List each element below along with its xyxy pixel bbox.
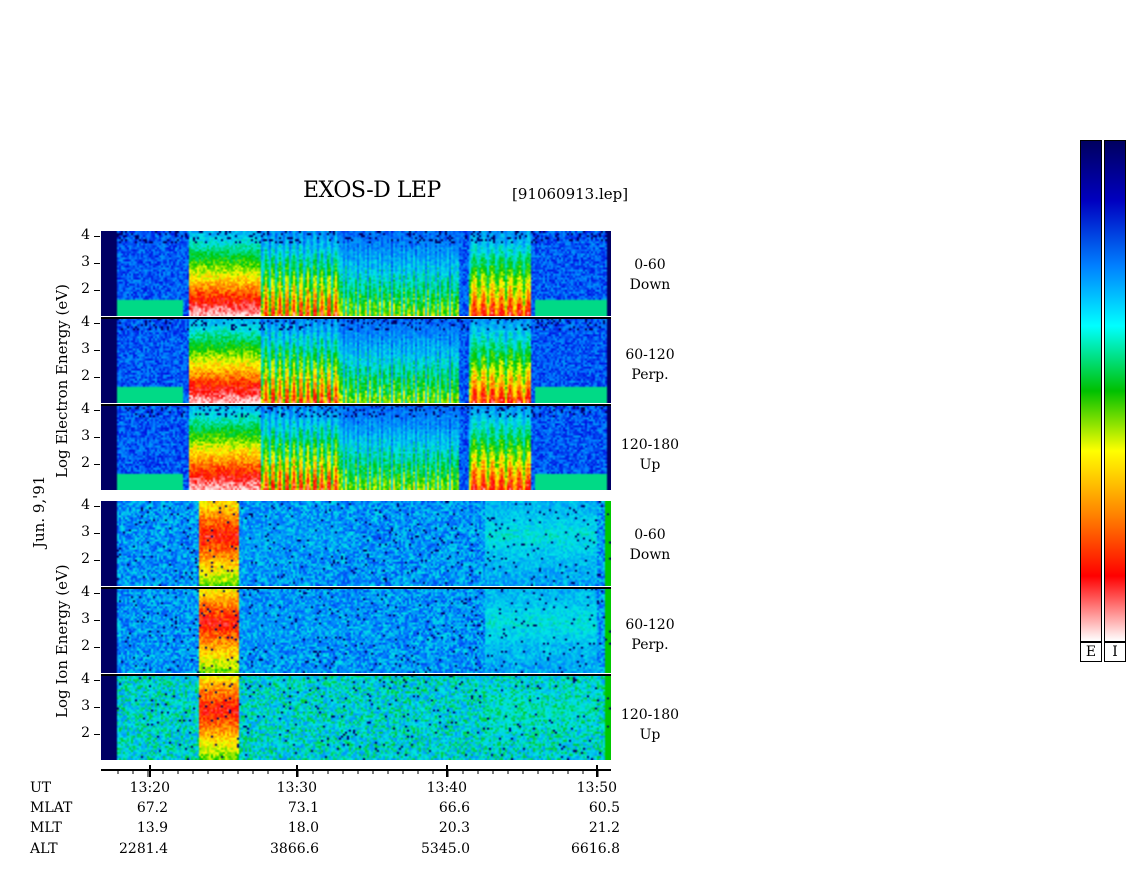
chart-title: EXOS-D LEP bbox=[303, 178, 441, 203]
ephemeris-value-alt: 3866.6 bbox=[270, 841, 319, 857]
ephemeris-value-mlt: 20.3 bbox=[438, 820, 470, 836]
y-tick-mark bbox=[94, 680, 100, 681]
y-tick-mark bbox=[94, 263, 100, 264]
ion-y-axis-label: Log Ion Energy (eV) bbox=[53, 564, 71, 718]
y-tick-label: 2 bbox=[81, 455, 90, 471]
ephemeris-value-mlat: 60.5 bbox=[588, 800, 620, 816]
ephemeris-value-ut: 13:40 bbox=[426, 780, 467, 796]
electron-y-axis-label: Log Electron Energy (eV) bbox=[53, 284, 71, 478]
y-tick-label: 4 bbox=[81, 401, 90, 417]
y-tick-mark bbox=[94, 533, 100, 534]
y-tick-label: 3 bbox=[81, 611, 90, 627]
ephemeris-label-ut: UT bbox=[30, 780, 52, 796]
y-tick-label: 2 bbox=[81, 281, 90, 297]
y-tick-mark bbox=[94, 236, 100, 237]
y-tick-label: 3 bbox=[81, 428, 90, 444]
spectrogram-panel-electron-down bbox=[101, 231, 611, 316]
y-tick-label: 2 bbox=[81, 725, 90, 741]
ephemeris-value-ut: 13:30 bbox=[276, 780, 317, 796]
pitch-angle-label: 120-180 bbox=[620, 437, 680, 453]
ephemeris-value-mlt: 21.2 bbox=[588, 820, 620, 836]
spectrogram-panel-ion-perp bbox=[101, 588, 611, 673]
ephemeris-value-mlat: 67.2 bbox=[136, 800, 168, 816]
electron-colorbar bbox=[1080, 140, 1102, 642]
y-tick-mark bbox=[94, 593, 100, 594]
y-tick-label: 4 bbox=[81, 497, 90, 513]
ephemeris-label-alt: ALT bbox=[30, 841, 58, 857]
ephemeris-value-mlat: 73.1 bbox=[287, 800, 319, 816]
ephemeris-value-mlt: 18.0 bbox=[287, 820, 319, 836]
y-tick-label: 2 bbox=[81, 368, 90, 384]
ion-colorbar bbox=[1104, 140, 1126, 642]
y-tick-label: 4 bbox=[81, 671, 90, 687]
pitch-angle-label: 120-180 bbox=[620, 707, 680, 723]
y-tick-mark bbox=[94, 734, 100, 735]
ephemeris-value-alt: 6616.8 bbox=[571, 841, 620, 857]
direction-label: Down bbox=[629, 277, 671, 293]
panel-label-1: 60-120 Perp. bbox=[615, 345, 685, 385]
file-name: [91060913.lep] bbox=[512, 185, 629, 203]
y-tick-mark bbox=[94, 290, 100, 291]
direction-label: Down bbox=[629, 547, 671, 563]
spectrogram-panel-ion-down bbox=[101, 501, 611, 586]
spectrogram-panel-electron-perp bbox=[101, 318, 611, 403]
y-tick-mark bbox=[94, 506, 100, 507]
ephemeris-value-ut: 13:20 bbox=[129, 780, 170, 796]
direction-label: Up bbox=[639, 727, 661, 743]
spectrogram-panel-electron-up bbox=[101, 405, 611, 490]
y-tick-mark bbox=[94, 707, 100, 708]
y-tick-label: 2 bbox=[81, 638, 90, 654]
y-tick-label: 3 bbox=[81, 341, 90, 357]
y-tick-mark bbox=[94, 620, 100, 621]
panel-label-0: 0-60 Down bbox=[615, 255, 685, 295]
date-label: Jun. 9,'91 bbox=[30, 475, 48, 548]
ephemeris-label-mlat: MLAT bbox=[30, 800, 73, 816]
y-tick-mark bbox=[94, 437, 100, 438]
y-tick-label: 4 bbox=[81, 584, 90, 600]
ephemeris-label-mlt: MLT bbox=[30, 820, 62, 836]
y-tick-label: 2 bbox=[81, 551, 90, 567]
y-tick-mark bbox=[94, 377, 100, 378]
panel-label-2: 120-180 Up bbox=[615, 435, 685, 475]
y-tick-label: 4 bbox=[81, 314, 90, 330]
y-tick-label: 4 bbox=[81, 227, 90, 243]
ephemeris-value-mlt: 13.9 bbox=[136, 820, 168, 836]
direction-label: Perp. bbox=[631, 367, 669, 383]
y-tick-mark bbox=[94, 647, 100, 648]
y-tick-label: 3 bbox=[81, 254, 90, 270]
ephemeris-value-alt: 2281.4 bbox=[119, 841, 168, 857]
y-tick-mark bbox=[94, 464, 100, 465]
y-tick-mark bbox=[94, 350, 100, 351]
y-tick-mark bbox=[94, 560, 100, 561]
pitch-angle-label: 0-60 bbox=[634, 257, 666, 273]
panel-label-5: 120-180 Up bbox=[615, 705, 685, 745]
panel-label-4: 60-120 Perp. bbox=[615, 615, 685, 655]
ephemeris-value-mlat: 66.6 bbox=[438, 800, 470, 816]
direction-label: Perp. bbox=[631, 637, 669, 653]
electron-colorbar-label: E bbox=[1080, 642, 1102, 662]
spectrogram-panel-ion-up bbox=[101, 675, 611, 760]
ephemeris-value-alt: 5345.0 bbox=[421, 841, 470, 857]
pitch-angle-label: 60-120 bbox=[625, 617, 675, 633]
pitch-angle-label: 0-60 bbox=[634, 527, 666, 543]
ion-colorbar-label: I bbox=[1104, 642, 1126, 662]
y-tick-label: 3 bbox=[81, 524, 90, 540]
panel-label-3: 0-60 Down bbox=[615, 525, 685, 565]
y-tick-mark bbox=[94, 410, 100, 411]
y-tick-label: 3 bbox=[81, 698, 90, 714]
y-tick-mark bbox=[94, 323, 100, 324]
ephemeris-value-ut: 13:50 bbox=[576, 780, 617, 796]
direction-label: Up bbox=[639, 457, 661, 473]
pitch-angle-label: 60-120 bbox=[625, 347, 675, 363]
